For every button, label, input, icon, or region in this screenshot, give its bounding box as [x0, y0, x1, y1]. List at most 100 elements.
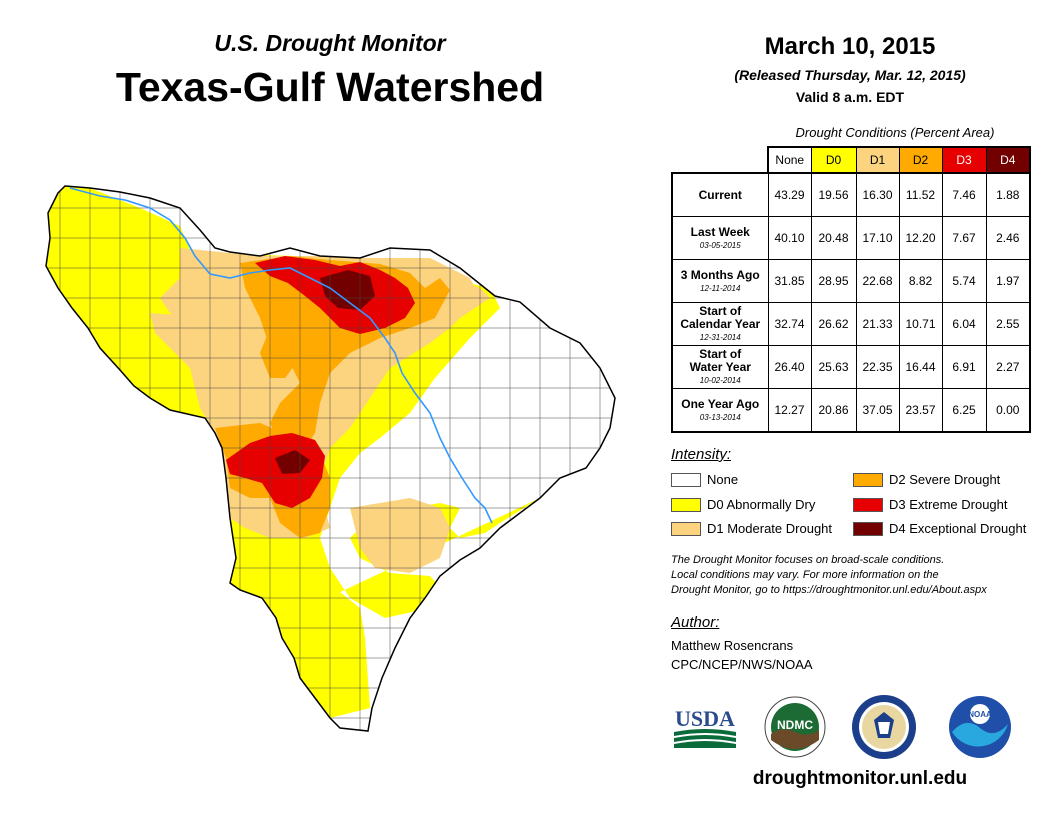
col-d0: D0	[810, 146, 857, 174]
drought-areas	[46, 186, 615, 731]
ndmc-logo-text: NDMC	[777, 718, 813, 732]
trinity-river	[69, 187, 493, 524]
legend-item-d4: D4 Exceptional Drought	[853, 521, 1026, 536]
table-corner	[672, 147, 768, 173]
valid-time: Valid 8 a.m. EDT	[795, 89, 905, 105]
description-line: The Drought Monitor focuses on broad-sca…	[671, 554, 945, 566]
table-cell: 0.00	[985, 388, 1031, 433]
table-row: Start of Water Year 10-02-2014 26.40 25.63 22…	[671, 345, 1031, 389]
table-cell: 12.27	[767, 388, 812, 433]
map-date: March 10, 2015	[764, 33, 936, 60]
row-header: Last Week 03-05-2015	[671, 216, 769, 260]
county-boundaries	[46, 186, 615, 731]
table-cell: 23.57	[898, 388, 943, 433]
commerce-seal-logo	[852, 695, 916, 759]
row-label: 3 Months Ago	[680, 267, 760, 282]
table-cell: 7.67	[941, 216, 987, 260]
table-row: Start of Calendar Year 12-31-2014 32.74 26.6…	[671, 302, 1031, 346]
table-cell: 25.63	[810, 345, 857, 389]
usda-logo-text: USDA	[675, 706, 735, 731]
table-cell: 32.74	[767, 302, 812, 346]
table-cell: 26.40	[767, 345, 812, 389]
noaa-logo: NOAA	[949, 696, 1011, 758]
legend-item-none: None	[671, 472, 738, 487]
row-date: 03-05-2015	[699, 240, 741, 250]
noaa-logo-text: NOAA	[968, 710, 992, 719]
table-cell: 2.55	[985, 302, 1031, 346]
ndmc-logo: NDMC	[764, 696, 826, 758]
table-cell: 37.05	[855, 388, 900, 433]
table-cell: 5.74	[941, 259, 987, 303]
author-organization: CPC/NCEP/NWS/NOAA	[671, 657, 813, 672]
table-cell: 20.86	[810, 388, 857, 433]
table-cell: 2.27	[985, 345, 1031, 389]
row-header: Start of Calendar Year 12-31-2014	[671, 302, 769, 346]
col-d3: D3	[941, 146, 987, 174]
row-date: 12-11-2014	[700, 283, 741, 293]
map-subtitle: U.S. Drought Monitor	[214, 30, 446, 56]
legend-item-d1: D1 Moderate Drought	[671, 521, 832, 536]
table-cell: 17.10	[855, 216, 900, 260]
row-header: 3 Months Ago 12-11-2014	[671, 259, 769, 303]
table-cell: 6.25	[941, 388, 987, 433]
legend-item-d0: D0 Abnormally Dry	[671, 497, 815, 512]
legend-item-d3: D3 Extreme Drought	[853, 497, 1008, 512]
row-date: 10-02-2014	[699, 376, 741, 385]
legend-swatch	[853, 472, 883, 487]
table-row: 3 Months Ago 12-11-2014 31.85 28.95 22.68 8.8…	[671, 259, 1031, 303]
table-cell: 8.82	[898, 259, 943, 303]
legend-label: D4 Exceptional Drought	[889, 521, 1027, 536]
legend-label: D1 Moderate Drought	[707, 521, 833, 536]
table-row: One Year Ago 03-13-2014 12.27 20.86 37.05 23.…	[671, 388, 1031, 433]
legend-swatch	[671, 472, 701, 487]
release-date: (Released Thursday, Mar. 12, 2015)	[734, 67, 966, 83]
row-header: Start of Water Year 10-02-2014	[671, 345, 769, 389]
description-line: Local conditions may vary. For more info…	[671, 569, 939, 581]
description-line: Drought Monitor, go to https://droughtmo…	[671, 584, 987, 596]
author-name: Matthew Rosencrans	[671, 638, 794, 653]
col-d1: D1	[855, 146, 900, 174]
row-label: Start of Calendar Year	[680, 304, 761, 331]
table-cell: 11.52	[898, 172, 943, 217]
table-cell: 16.30	[855, 172, 900, 217]
legend-label: D0 Abnormally Dry	[707, 497, 816, 512]
legend-swatch	[853, 521, 883, 536]
table-cell: 20.48	[810, 216, 857, 260]
table-cell: 31.85	[767, 259, 812, 303]
table-row: Current 43.29 19.56 16.30 11.52 7.46 1.88	[671, 172, 1031, 217]
row-label: Start of Water Year	[689, 347, 751, 374]
drought-conditions-table: None D0 D1 D2 D3 D4 Current 43.29 19.56 16.…	[671, 146, 1031, 433]
table-cell: 10.71	[898, 302, 943, 346]
legend-item-d2: D2 Severe Drought	[853, 472, 1000, 487]
legend-swatch	[671, 497, 701, 512]
table-cell: 12.20	[898, 216, 943, 260]
table-cell: 22.68	[855, 259, 900, 303]
d4-exceptional-drought-areas	[275, 270, 375, 474]
table-cell: 40.10	[767, 216, 812, 260]
author-heading: Author:	[671, 614, 720, 631]
legend-swatch	[671, 521, 701, 536]
table-cell: 7.46	[941, 172, 987, 217]
map-title: Texas-Gulf Watershed	[115, 64, 545, 110]
col-d4: D4	[985, 146, 1031, 174]
row-date: 03-13-2014	[699, 412, 741, 422]
usda-logo: USDA	[674, 706, 736, 748]
table-row: Last Week 03-05-2015 40.10 20.48 17.10 12.20 7…	[671, 216, 1031, 260]
legend-label: D3 Extreme Drought	[889, 497, 1008, 512]
watershed-drought-map	[45, 185, 616, 732]
row-label: Current	[698, 187, 742, 202]
website-url: droughtmonitor.unl.edu	[752, 768, 968, 789]
row-header: One Year Ago 03-13-2014	[671, 388, 769, 433]
legend-label: None	[707, 472, 739, 487]
row-header: Current	[671, 172, 769, 217]
intensity-heading: Intensity:	[671, 446, 732, 463]
col-none: None	[767, 146, 812, 174]
table-cell: 22.35	[855, 345, 900, 389]
drought-monitor-description: The Drought Monitor focuses on broad-sca…	[671, 553, 1051, 598]
table-cell: 6.04	[941, 302, 987, 346]
table-cell: 43.29	[767, 172, 812, 217]
table-cell: 16.44	[898, 345, 943, 389]
row-label: One Year Ago	[681, 396, 760, 411]
watershed-outline	[45, 185, 616, 732]
legend-swatch	[853, 497, 883, 512]
